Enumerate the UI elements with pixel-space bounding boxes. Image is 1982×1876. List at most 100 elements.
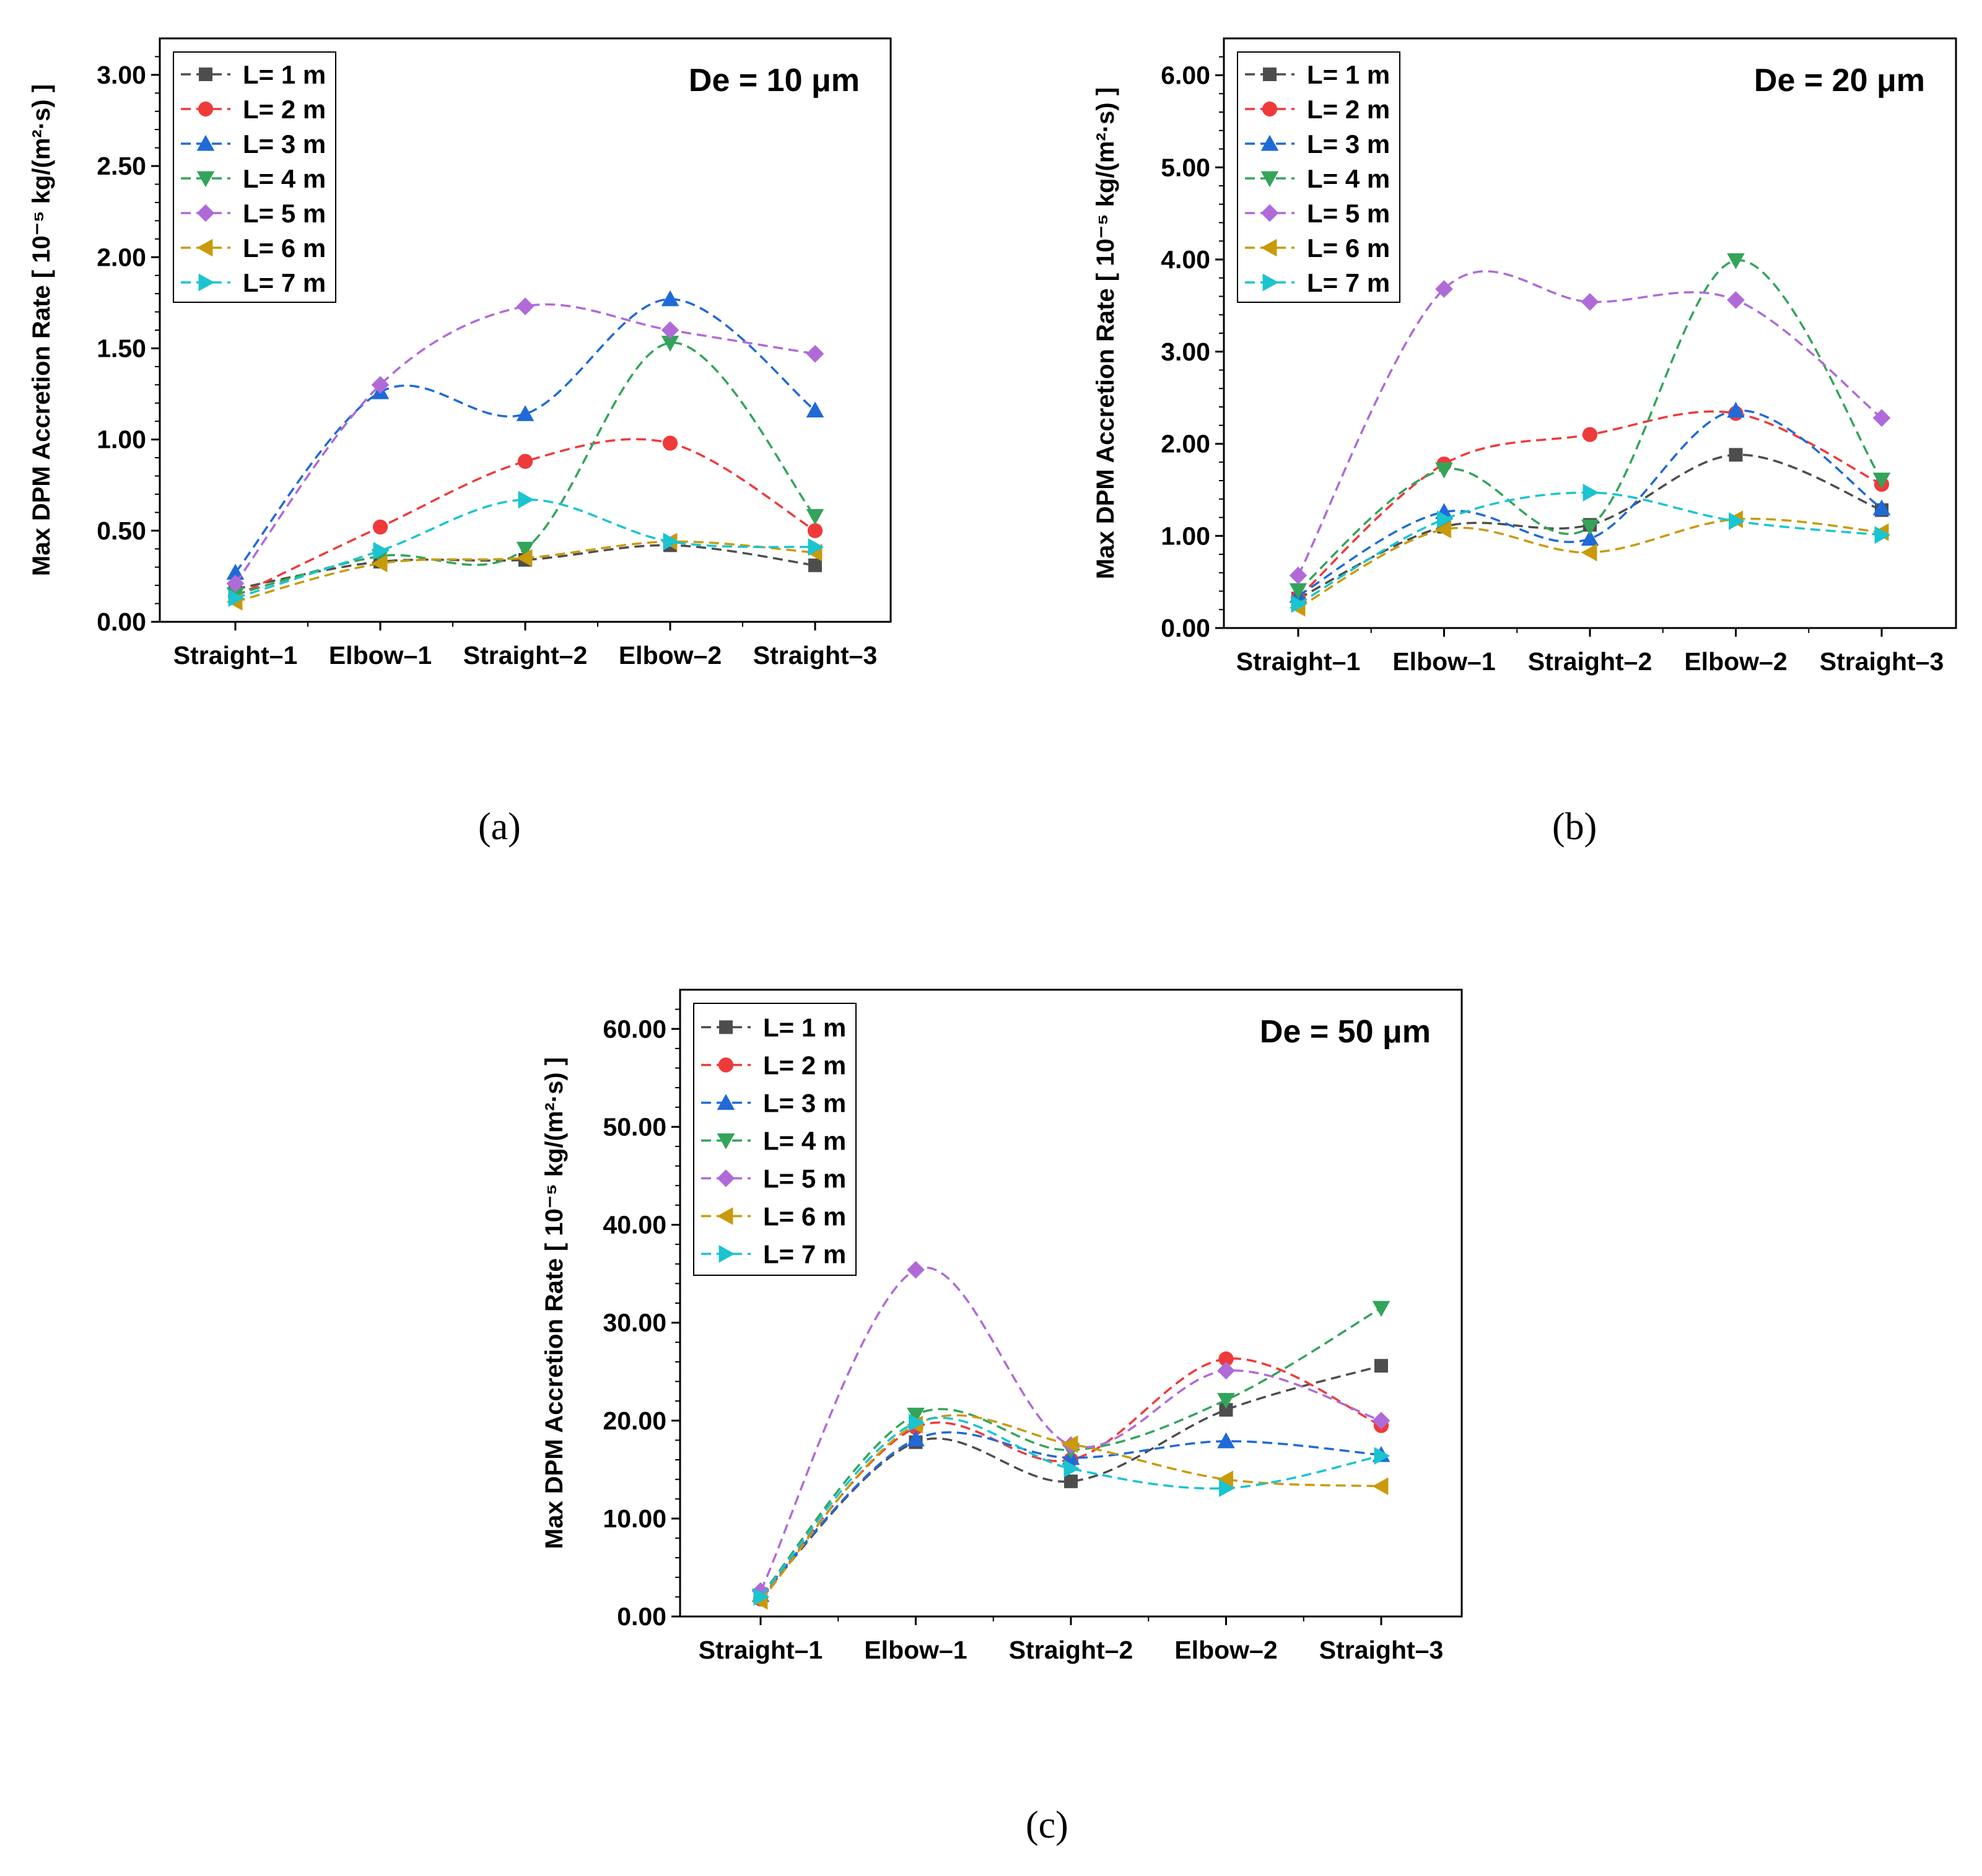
data-point — [662, 435, 678, 451]
data-point — [1581, 293, 1599, 311]
legend-label: L= 3 m — [763, 1089, 846, 1118]
data-point — [907, 1260, 925, 1279]
chart-title: De = 10 μm — [689, 63, 860, 98]
legend-label: L= 2 m — [763, 1051, 846, 1080]
data-point — [909, 1413, 925, 1432]
data-point — [516, 549, 533, 567]
x-tick-label: Elbow–2 — [619, 641, 722, 670]
y-tick-label: 20.00 — [603, 1407, 666, 1435]
legend-marker — [196, 134, 215, 151]
legend-label: L= 7 m — [1307, 268, 1390, 297]
data-point — [661, 321, 679, 339]
legend-marker — [1262, 273, 1279, 292]
data-point — [1872, 409, 1891, 427]
data-point — [1217, 1432, 1235, 1449]
chart-panel-c: 0.00 10.00 20.00 30.00 40.00 50.00 60.00 Straig… — [496, 966, 1486, 1672]
y-tick-label: 6.00 — [1161, 61, 1210, 90]
series-line — [759, 1267, 1382, 1592]
data-point — [1219, 1403, 1233, 1417]
x-tick-label: Straight–3 — [1820, 647, 1944, 676]
legend-label: L= 3 m — [243, 129, 326, 159]
legend-marker — [717, 1207, 733, 1225]
legend-label: L= 7 m — [243, 268, 326, 297]
data-point — [807, 523, 823, 538]
legend-marker — [1260, 238, 1277, 257]
chart-a: 0.00 0.50 1.00 1.50 2.00 2.50 3.00 Straight–1 El… — [28, 37, 892, 670]
data-point — [1374, 1447, 1390, 1465]
legend-marker — [198, 101, 214, 117]
series-line — [1297, 259, 1883, 591]
data-point — [1729, 448, 1743, 462]
data-point — [661, 290, 679, 307]
legend-marker — [717, 1094, 735, 1110]
legend-label: L= 4 m — [763, 1127, 846, 1156]
series-line — [759, 1431, 1382, 1596]
series-line — [759, 1307, 1382, 1597]
data-point — [1217, 1393, 1235, 1409]
data-point — [1435, 520, 1451, 539]
x-tick-label: Straight–2 — [1009, 1636, 1133, 1664]
series-line — [1297, 270, 1883, 577]
data-point — [1582, 427, 1598, 442]
x-tick-label: Straight–2 — [463, 641, 588, 670]
caption-c: (c) — [1026, 1804, 1068, 1846]
legend-label: L= 2 m — [243, 95, 326, 124]
y-axis-label: Max DPM Accretion Rate [ 10⁻⁵ kg/(m²·s) … — [28, 84, 55, 576]
legend-marker — [1262, 101, 1278, 117]
data-point — [1727, 291, 1745, 309]
y-tick-label: 1.00 — [1161, 521, 1210, 550]
legend-marker — [1260, 171, 1279, 188]
data-point — [228, 589, 245, 608]
data-point — [806, 344, 824, 363]
data-point — [1437, 510, 1453, 528]
y-tick-label: 2.00 — [97, 243, 146, 271]
data-point — [1583, 484, 1599, 502]
caption-b: (b) — [1552, 806, 1597, 848]
legend-label: L= 4 m — [1307, 164, 1390, 193]
legend-label: L= 5 m — [1307, 199, 1390, 228]
data-point — [1062, 1435, 1078, 1453]
series-line — [234, 298, 816, 574]
data-point — [1218, 1351, 1234, 1367]
x-tick-label: Elbow–2 — [1174, 1636, 1277, 1664]
legend-label: L= 7 m — [763, 1240, 846, 1269]
x-tick-label: Straight–1 — [699, 1636, 823, 1664]
legend-marker — [1263, 68, 1277, 81]
x-tick-label: Elbow–1 — [1392, 647, 1495, 676]
legend-label: L= 1 m — [763, 1013, 846, 1042]
x-tick-label: Straight–3 — [1319, 1636, 1444, 1664]
legend-marker — [199, 68, 212, 81]
legend-marker — [198, 273, 215, 292]
chart-b: 0.00 1.00 2.00 3.00 4.00 5.00 6.00 Straight–1 El… — [1092, 37, 1957, 676]
caption-a: (a) — [478, 806, 521, 848]
series-line — [235, 544, 816, 590]
chart-panel-b: 0.00 1.00 2.00 3.00 4.00 5.00 6.00 Straight–1 El… — [1065, 0, 1982, 694]
data-point — [808, 558, 822, 572]
y-tick-label: 1.00 — [97, 425, 146, 454]
legend-marker — [1260, 134, 1279, 151]
x-tick-label: Elbow–1 — [329, 641, 432, 670]
legend-label: L= 1 m — [1307, 60, 1390, 89]
series-line — [759, 1364, 1382, 1598]
y-tick-label: 5.00 — [1161, 153, 1210, 181]
y-tick-label: 2.00 — [1161, 430, 1210, 458]
series-line — [235, 499, 816, 600]
y-tick-label: 0.00 — [1161, 614, 1210, 642]
y-tick-label: 0.00 — [97, 608, 146, 636]
legend-label: L= 6 m — [1307, 233, 1390, 263]
data-point — [1874, 526, 1891, 544]
y-tick-label: 60.00 — [603, 1014, 666, 1043]
data-point — [806, 508, 824, 525]
data-point — [907, 1407, 925, 1424]
chart-panel-a: 0.00 0.50 1.00 1.50 2.00 2.50 3.00 Straight–1 El… — [0, 0, 917, 694]
data-point — [907, 1430, 925, 1447]
data-point — [661, 336, 679, 352]
data-point — [1581, 543, 1597, 562]
x-tick-label: Straight–1 — [1236, 647, 1361, 676]
y-axis-label: Max DPM Accretion Rate [ 10⁻⁵ kg/(m²·s) … — [1092, 87, 1119, 579]
y-tick-label: 1.50 — [97, 334, 146, 362]
data-point — [663, 533, 679, 551]
legend-label: L= 5 m — [243, 199, 326, 228]
series-line — [1298, 409, 1882, 597]
data-point — [1217, 1470, 1233, 1488]
